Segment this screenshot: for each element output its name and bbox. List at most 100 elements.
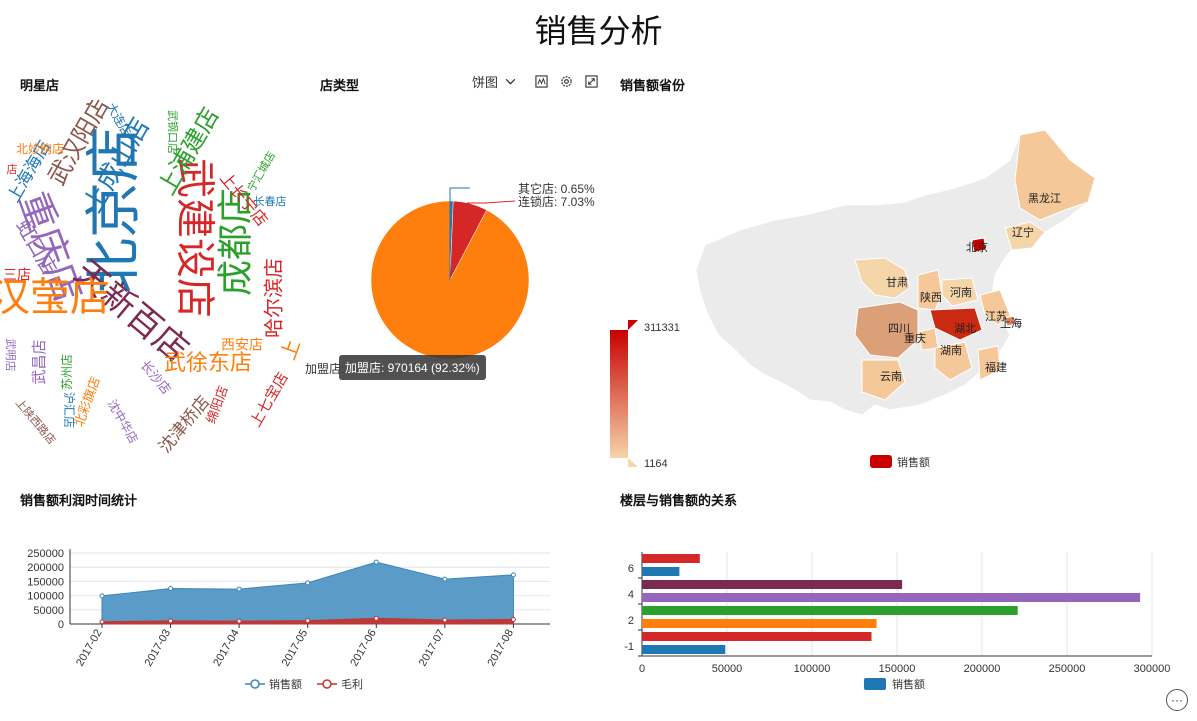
bar[interactable] (642, 619, 877, 628)
y-tick-label: 150000 (27, 576, 64, 588)
x-tick-label: 300000 (1134, 663, 1171, 675)
area-point[interactable] (99, 619, 105, 625)
wordcloud-word: 上七宝店 (247, 369, 292, 429)
province-shaanxi (917, 269, 943, 311)
province-hubei (929, 307, 983, 341)
visual-map-bar[interactable] (610, 330, 628, 458)
province-yunnan (861, 359, 906, 401)
more-options-button[interactable]: ··· (1166, 689, 1188, 711)
area-point[interactable] (442, 617, 448, 623)
wordcloud-word: 店 (7, 162, 18, 176)
y-tick-label: 0 (58, 619, 64, 631)
y-tick-label: 50000 (33, 605, 64, 617)
map-legend-swatch[interactable] (870, 455, 892, 468)
area-point[interactable] (305, 580, 311, 586)
chart-type-select[interactable]: 饼图 (472, 72, 517, 91)
bar[interactable] (642, 567, 680, 576)
area-point[interactable] (168, 618, 174, 624)
area-point[interactable] (305, 618, 311, 624)
wordcloud-word: 哈尔滨店 (262, 258, 285, 338)
bar[interactable] (642, 593, 1141, 602)
bar[interactable] (642, 554, 700, 563)
pie-label-franchise: 加盟店: (305, 362, 344, 376)
pie-leader-chain (467, 200, 516, 204)
area-point[interactable] (510, 616, 516, 622)
pie-title: 店类型 (320, 78, 360, 93)
pie-label-other: 其它店: 0.65% (518, 181, 595, 196)
x-tick-label: 100000 (794, 663, 831, 675)
area-point[interactable] (168, 586, 174, 591)
wordcloud-word: 苏州店 (60, 354, 74, 390)
x-tick-label: 2017-07 (417, 628, 448, 669)
map-legend-label[interactable]: 销售额 (897, 455, 930, 469)
wordcloud-word: 沈中华店 (105, 397, 142, 446)
bar[interactable] (642, 606, 1018, 615)
x-tick-label: 2017-04 (211, 628, 242, 669)
province-gansu (854, 257, 911, 299)
area-chart: 0 50000 100000 150000 200000 250000 2017-02 201… (27, 548, 550, 691)
y-tick-label: 6 (628, 563, 634, 575)
visual-map-handle-bottom[interactable] (628, 458, 638, 467)
area-point[interactable] (373, 559, 379, 565)
bar[interactable] (642, 580, 903, 589)
x-tick-label: 0 (639, 663, 645, 675)
wordcloud-word: 长春店 (254, 194, 287, 208)
area-point[interactable] (373, 615, 379, 621)
wordcloud-word: 武昌店 (31, 339, 48, 384)
pie-leader-other (449, 187, 470, 280)
bar[interactable] (642, 645, 726, 654)
area-point[interactable] (236, 586, 242, 592)
wordcloud-word: 三店 (3, 267, 31, 283)
y-tick-label: 100000 (27, 591, 64, 603)
legend-marker[interactable] (250, 679, 260, 689)
x-tick-label: 2017-05 (280, 628, 311, 669)
wordcloud-word: 宁汇城店 (244, 149, 278, 194)
area-series[interactable] (101, 561, 514, 625)
province-label: 重庆 (904, 331, 926, 345)
wordcloud-word: 成都店 (215, 188, 256, 296)
data-view-icon[interactable] (535, 75, 548, 88)
y-tick-label: 200000 (27, 562, 64, 574)
province-label: 江苏 (985, 310, 1007, 323)
dropdown-arrow-icon (505, 78, 516, 85)
province-jiangsu (979, 289, 1011, 326)
fullscreen-icon[interactable] (585, 75, 598, 88)
map-title: 销售额省份 (620, 78, 686, 93)
page-title: 销售分析 (534, 13, 663, 49)
bar-title: 楼层与销售额的关系 (620, 493, 738, 508)
wordcloud-word: 沪汇店 (62, 392, 76, 428)
x-tick-label: 150000 (879, 663, 916, 675)
pie-label-chain: 连锁店: 7.03% (518, 194, 595, 209)
visual-map-handle-top[interactable] (628, 320, 638, 330)
legend-label[interactable]: 毛利 (341, 678, 363, 691)
province-label: 云南 (880, 370, 902, 383)
province-beijing (971, 237, 987, 253)
area-point[interactable] (510, 572, 516, 578)
province-label: 北京 (966, 240, 988, 254)
legend-swatch[interactable] (864, 678, 886, 690)
x-tick-label: 2017-02 (74, 628, 105, 669)
x-tick-label: 200000 (964, 663, 1001, 675)
x-tick-label: 2017-03 (143, 628, 174, 669)
area-point[interactable] (442, 576, 448, 582)
bar[interactable] (642, 632, 872, 641)
wordcloud-word: 西安店 (221, 337, 263, 353)
area-point[interactable] (99, 593, 105, 599)
province-label: 湖南 (940, 344, 962, 357)
legend-label[interactable]: 销售额 (269, 677, 302, 691)
province-label: 四川 (888, 323, 910, 335)
area-point[interactable] (236, 618, 242, 624)
wordcloud-word: 武明店 (4, 339, 18, 372)
province-label: 辽宁 (1012, 225, 1034, 239)
wordcloud-word: 上陕西路店 (13, 396, 59, 447)
wordcloud-word: 武建设店 (172, 158, 216, 318)
wordcloud-word: 沈津桥店 (155, 392, 213, 456)
legend-label[interactable]: 销售额 (892, 677, 925, 691)
settings-icon[interactable] (560, 75, 573, 88)
wordcloud-title: 明星店 (20, 78, 60, 93)
x-tick-label: 2017-06 (348, 628, 379, 669)
legend-marker[interactable] (322, 679, 332, 689)
y-tick-label: -1 (624, 641, 634, 653)
